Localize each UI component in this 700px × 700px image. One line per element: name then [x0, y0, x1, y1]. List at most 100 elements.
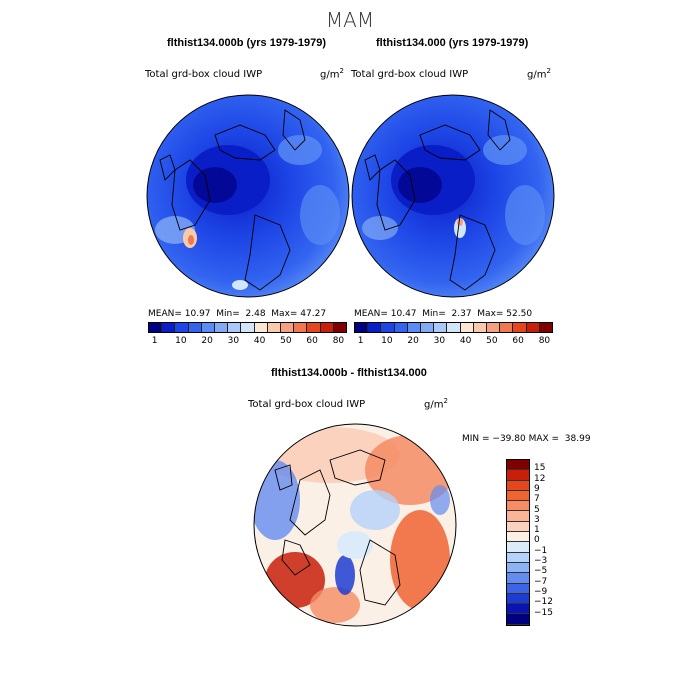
- panel-1-colorbar: [148, 322, 347, 333]
- colorbar-tick-label: −15: [534, 607, 553, 618]
- colorbar-tick-label: 3: [534, 514, 540, 525]
- colorbar-swatch: [473, 323, 488, 332]
- colorbar-tick-label: −5: [534, 566, 548, 577]
- colorbar-tick-label: 1: [151, 336, 158, 346]
- colorbar-swatch: [507, 562, 529, 574]
- colorbar-swatch: [320, 323, 334, 332]
- colorbar-swatch: [254, 323, 268, 332]
- colorbar-swatch: [267, 323, 282, 332]
- colorbar-tick-label: 30: [227, 336, 240, 346]
- colorbar-tick-label: 7: [534, 494, 540, 505]
- colorbar-swatch: [241, 323, 255, 332]
- season-title: MAM: [325, 8, 375, 32]
- colorbar-swatch: [434, 323, 448, 332]
- colorbar-swatch: [487, 323, 501, 332]
- colorbar-tick-label: −1: [534, 545, 548, 556]
- panel-2-colorbar-ticks: 1 10 20 30 40 50 60 80: [354, 336, 551, 348]
- colorbar-swatch: [355, 323, 369, 332]
- colorbar-swatch: [188, 323, 202, 332]
- panel-1-field-title: Total grd-box cloud IWP: [145, 69, 263, 80]
- diff-field-title: Total grd-box cloud IWP: [248, 399, 366, 410]
- colorbar-tick-label: 20: [407, 336, 419, 346]
- colorbar-tick-label: 1: [534, 525, 540, 536]
- colorbar-tick-label: −12: [534, 597, 553, 608]
- colorbar-swatch: [421, 323, 435, 332]
- colorbar-tick-label: 20: [201, 336, 213, 346]
- colorbar-swatch: [507, 593, 529, 605]
- panel-2-title: flthist134.000 (yrs 1979-1979): [376, 37, 529, 49]
- colorbar-swatch: [294, 323, 308, 332]
- panel-2-stats: MEAN= 10.47 Min= 2.37 Max= 52.50: [354, 309, 533, 319]
- colorbar-tick-label: −9: [534, 586, 548, 597]
- colorbar-tick-label: −3: [534, 556, 548, 566]
- colorbar-tick-label: 60: [306, 336, 318, 346]
- colorbar-swatch: [368, 323, 382, 332]
- colorbar-tick-label: 5: [534, 504, 540, 515]
- colorbar-swatch: [507, 542, 529, 553]
- colorbar-swatch: [507, 604, 529, 615]
- colorbar-swatch: [407, 323, 422, 332]
- colorbar-tick-label: 10: [381, 336, 393, 346]
- colorbar-swatch: [507, 460, 529, 471]
- colorbar-swatch: [447, 323, 461, 332]
- colorbar-swatch: [507, 511, 529, 522]
- polar-map-diff: [254, 424, 456, 626]
- colorbar-swatch: [333, 323, 347, 332]
- diff-title: flthist134.000b - flthist134.000: [271, 367, 427, 379]
- colorbar-swatch: [507, 583, 529, 594]
- polar-map-1: [147, 95, 349, 297]
- colorbar-swatch: [507, 480, 529, 491]
- colorbar-swatch: [394, 323, 408, 332]
- colorbar-tick-label: 60: [512, 336, 524, 346]
- colorbar-swatch: [500, 323, 514, 332]
- colorbar-tick-label: 12: [534, 473, 546, 484]
- diff-colorbar: [506, 459, 530, 626]
- polar-map-2: [352, 95, 554, 297]
- colorbar-swatch: [175, 323, 189, 332]
- colorbar-tick-label: 10: [175, 336, 187, 346]
- colorbar-swatch: [149, 323, 163, 332]
- panel-2-colorbar: [354, 322, 553, 333]
- colorbar-tick-label: 0: [534, 535, 540, 546]
- colorbar-swatch: [162, 323, 176, 332]
- panel-1-units: g/m2: [320, 67, 344, 81]
- colorbar-swatch: [507, 470, 529, 481]
- colorbar-swatch: [507, 521, 529, 533]
- colorbar-swatch: [507, 532, 529, 543]
- colorbar-swatch: [281, 323, 295, 332]
- colorbar-swatch: [228, 323, 242, 332]
- diff-colorbar-ticks: 15 12 9 7 5 3 1 0 −1 −3 −5 −7 −9 −12 −15: [534, 459, 574, 625]
- colorbar-swatch: [201, 323, 216, 332]
- panel-1-title: flthist134.000b (yrs 1979-1979): [167, 37, 326, 49]
- colorbar-tick-label: 15: [534, 463, 546, 474]
- panel-1-colorbar-ticks: 1 10 20 30 40 50 60 80: [148, 336, 345, 348]
- panel-2-units: g/m2: [527, 67, 551, 81]
- panel-2-field-title: Total grd-box cloud IWP: [351, 69, 469, 80]
- colorbar-tick-label: 80: [538, 336, 551, 346]
- colorbar-tick-label: 50: [280, 336, 292, 346]
- diff-units: g/m2: [424, 397, 448, 411]
- colorbar-swatch: [526, 323, 540, 332]
- colorbar-tick-label: 50: [486, 336, 498, 346]
- colorbar-swatch: [381, 323, 395, 332]
- colorbar-tick-label: −7: [534, 576, 548, 587]
- diff-minmax: MIN = −39.80 MAX = 38.99: [462, 434, 591, 444]
- colorbar-swatch: [507, 490, 529, 502]
- colorbar-tick-label: 30: [433, 336, 446, 346]
- colorbar-swatch: [215, 323, 229, 332]
- colorbar-tick-label: 9: [534, 483, 540, 494]
- colorbar-swatch: [507, 614, 529, 625]
- colorbar-swatch: [539, 323, 553, 332]
- colorbar-swatch: [460, 323, 474, 332]
- colorbar-swatch: [513, 323, 527, 332]
- colorbar-tick-label: 80: [332, 336, 345, 346]
- colorbar-swatch: [507, 552, 529, 563]
- panel-1-stats: MEAN= 10.97 Min= 2.48 Max= 47.27: [148, 309, 327, 319]
- colorbar-swatch: [507, 573, 529, 584]
- colorbar-tick-label: 1: [357, 336, 364, 346]
- colorbar-tick-label: 40: [459, 336, 472, 346]
- colorbar-tick-label: 40: [253, 336, 266, 346]
- colorbar-swatch: [507, 501, 529, 512]
- colorbar-swatch: [307, 323, 321, 332]
